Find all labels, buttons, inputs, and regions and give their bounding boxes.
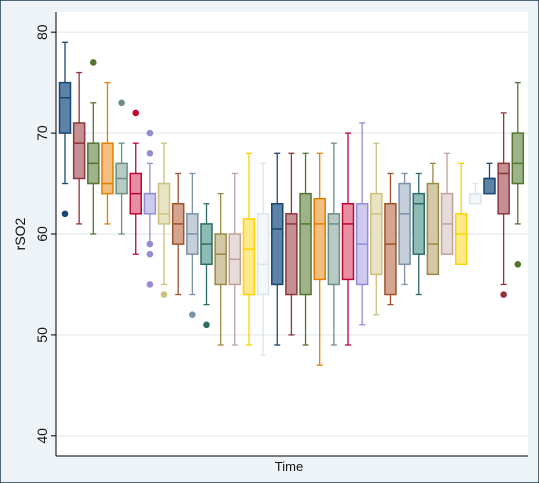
box-6 xyxy=(129,109,142,255)
box-29 xyxy=(454,162,468,266)
box-body xyxy=(299,192,312,296)
outlier-point-2 xyxy=(146,149,154,157)
box-24 xyxy=(384,172,397,306)
box-30 xyxy=(469,182,482,205)
box-26 xyxy=(412,172,425,296)
box-16 xyxy=(271,152,284,346)
box-body xyxy=(398,182,411,266)
box-body xyxy=(242,218,256,296)
box-12 xyxy=(214,192,227,346)
box-20 xyxy=(327,142,341,346)
outlier-point-3 xyxy=(146,240,154,248)
box-10 xyxy=(186,172,199,319)
box-body xyxy=(214,233,227,286)
outlier-point-1 xyxy=(203,321,210,329)
box-body xyxy=(72,122,86,180)
box-19 xyxy=(313,152,326,366)
outlier-point-1 xyxy=(500,291,507,298)
box-1 xyxy=(58,41,72,218)
box-15 xyxy=(256,162,270,356)
outlier-point-1 xyxy=(61,210,69,218)
box-8 xyxy=(157,142,171,298)
y-axis-label: rSO2 xyxy=(12,217,28,250)
outlier-point-1 xyxy=(146,129,154,137)
y-tick-label-70: 70 xyxy=(34,125,50,141)
box-7 xyxy=(143,129,157,288)
y-tick-label-60: 60 xyxy=(34,226,50,242)
box-body xyxy=(143,192,157,215)
box-17 xyxy=(285,152,298,336)
box-32 xyxy=(497,112,510,298)
box-body xyxy=(327,213,341,286)
y-tick-label-50: 50 xyxy=(34,327,50,343)
box-body xyxy=(412,192,425,255)
y-tick-label-80: 80 xyxy=(34,24,50,40)
box-body xyxy=(256,213,270,296)
box-body xyxy=(370,192,383,276)
box-body xyxy=(58,81,72,134)
box-4 xyxy=(101,81,114,225)
outlier-point-1 xyxy=(514,260,522,268)
box-28 xyxy=(440,152,454,255)
outlier-point-1 xyxy=(118,99,125,107)
outlier-point-4 xyxy=(146,250,154,258)
outlier-point-1 xyxy=(90,59,97,66)
box-body xyxy=(469,192,482,205)
box-18 xyxy=(299,152,312,346)
box-31 xyxy=(483,162,496,195)
box-11 xyxy=(200,203,213,329)
outlier-point-1 xyxy=(189,311,196,319)
box-27 xyxy=(426,162,440,276)
box-9 xyxy=(171,172,185,296)
box-body xyxy=(157,182,171,225)
box-body xyxy=(426,182,440,276)
box-14 xyxy=(242,152,256,346)
box-body xyxy=(511,132,525,185)
box-2 xyxy=(72,71,86,225)
box-3 xyxy=(87,59,100,235)
boxes-group xyxy=(58,41,525,366)
box-22 xyxy=(355,122,369,326)
box-body xyxy=(454,213,468,266)
box-23 xyxy=(370,142,383,316)
box-body xyxy=(341,202,355,281)
box-25 xyxy=(398,172,411,286)
box-body xyxy=(384,202,397,296)
box-body xyxy=(497,162,510,215)
y-tick-label-40: 40 xyxy=(34,428,50,444)
outlier-point-1 xyxy=(132,109,140,117)
box-33 xyxy=(511,81,525,268)
box-5 xyxy=(115,99,128,235)
box-body xyxy=(313,197,326,281)
y-ticks: 40 50 60 70 80 xyxy=(34,24,56,444)
box-body xyxy=(483,177,496,195)
outlier-point-5 xyxy=(146,281,154,288)
box-body xyxy=(101,142,114,195)
box-21 xyxy=(341,132,355,346)
box-body xyxy=(285,213,298,296)
x-axis-label: Time xyxy=(275,459,303,474)
box-13 xyxy=(228,172,242,346)
box-body xyxy=(271,202,284,286)
outlier-point-1 xyxy=(160,291,168,298)
